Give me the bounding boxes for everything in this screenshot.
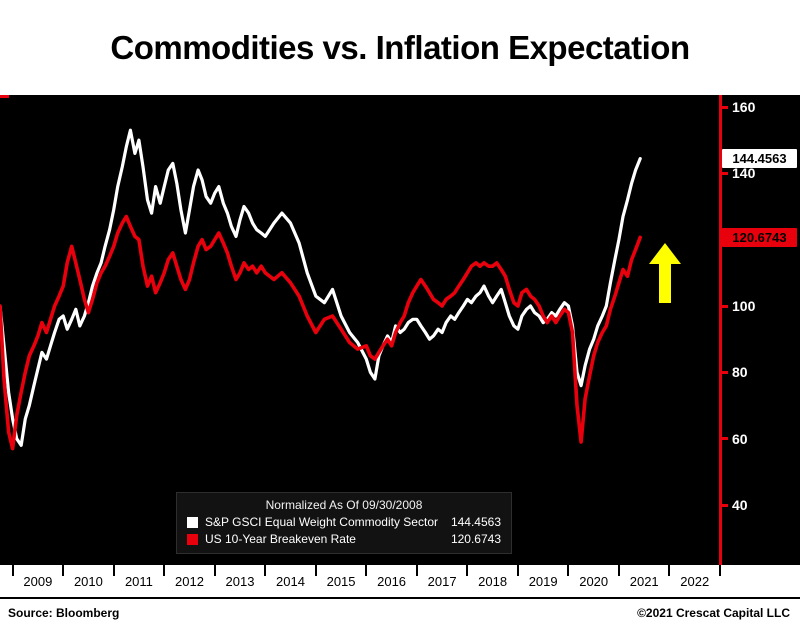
legend-series-value: 120.6743 (450, 532, 501, 546)
chart-title: Commodities vs. Inflation Expectation (110, 28, 690, 66)
x-axis-year-label: 2022 (680, 574, 710, 589)
commodity-series-line (0, 128, 642, 447)
x-axis-tick-mark (62, 565, 65, 576)
source-label: Source: Bloomberg (8, 606, 120, 620)
x-axis-year-label: 2011 (124, 574, 153, 589)
y-tick-label: 140 (732, 165, 756, 182)
x-axis-tick-mark (264, 565, 267, 576)
axis-corner-dash (0, 95, 9, 98)
legend-series-name: US 10-Year Breakeven Rate (205, 532, 356, 546)
legend-series-name: S&P GSCI Equal Weight Commodity Sector (205, 515, 438, 529)
footer: Source: Bloomberg ©2021 Crescat Capital … (0, 599, 800, 627)
x-axis-year-label: 2013 (225, 574, 255, 589)
legend-swatch-icon (187, 533, 198, 545)
x-axis-tick-mark (213, 565, 216, 576)
y-tick-label: 80 (732, 364, 748, 381)
series-plot (0, 128, 643, 451)
x-axis-tick-mark (112, 565, 115, 576)
legend-item: US 10-Year Breakeven Rate 120.6743 (187, 532, 501, 546)
x-axis-tick-mark (516, 565, 519, 576)
x-axis-year-label: 2018 (478, 574, 508, 589)
legend-item: S&P GSCI Equal Weight Commodity Sector 14… (187, 515, 501, 529)
y-tick-mark (719, 304, 728, 308)
x-axis-year-label: 2017 (427, 574, 457, 589)
y-tick-label: 60 (732, 430, 748, 447)
legend-series-value: 144.4563 (450, 515, 501, 529)
last-price-label: 120.6743 (722, 227, 797, 247)
copyright-label: ©2021 Crescat Capital LLC (637, 606, 790, 620)
x-axis-tick-mark (668, 565, 671, 576)
x-axis-year-label: 2015 (326, 574, 356, 589)
x-axis-year-label: 2016 (377, 574, 407, 589)
x-axis-tick-mark (466, 565, 469, 576)
legend-title: Normalized As Of 09/30/2008 (265, 498, 423, 512)
up-arrow-icon (649, 243, 681, 303)
x-axis-tick-mark (314, 565, 317, 576)
x-axis-tick-mark (617, 565, 620, 576)
x-axis-year-label: 2019 (528, 574, 558, 589)
y-tick-label: 40 (732, 497, 748, 513)
x-axis-tick-mark (415, 565, 418, 576)
x-axis-year-label: 2009 (23, 574, 53, 589)
x-axis-tick-mark (567, 565, 570, 576)
x-axis-tick-mark (163, 565, 166, 576)
right-axis-line (719, 95, 722, 565)
y-tick-mark (719, 105, 728, 109)
y-tick-mark (719, 370, 728, 374)
title-bar: Commodities vs. Inflation Expectation (0, 0, 800, 95)
legend-rows: S&P GSCI Equal Weight Commodity Sector 14… (187, 515, 501, 546)
x-axis-year-label: 2012 (175, 574, 204, 589)
breakeven-series-line (0, 214, 643, 451)
x-axis-year-label: 2010 (73, 574, 103, 589)
y-tick-label: 160 (732, 99, 756, 115)
last-price-label: 144.4563 (722, 149, 797, 169)
x-axis: 2009 2010 2011 2012 2013 2014 2015 2016 2017 2018… (0, 565, 800, 599)
y-tick-label: 100 (732, 298, 756, 314)
x-axis-tick-mark (365, 565, 368, 576)
y-tick-mark (719, 171, 728, 175)
legend: Normalized As Of 09/30/2008 S&P GSCI Equ… (176, 492, 512, 554)
legend-swatch-icon (187, 516, 198, 528)
x-axis-tick-mark (11, 565, 14, 576)
x-axis-year-label: 2014 (276, 574, 305, 589)
x-axis-year-label: 2021 (629, 574, 659, 589)
y-tick-mark (719, 437, 728, 441)
y-tick-mark (719, 503, 728, 507)
x-axis-year-label: 2020 (579, 574, 609, 589)
x-axis-tick-mark (719, 565, 721, 576)
